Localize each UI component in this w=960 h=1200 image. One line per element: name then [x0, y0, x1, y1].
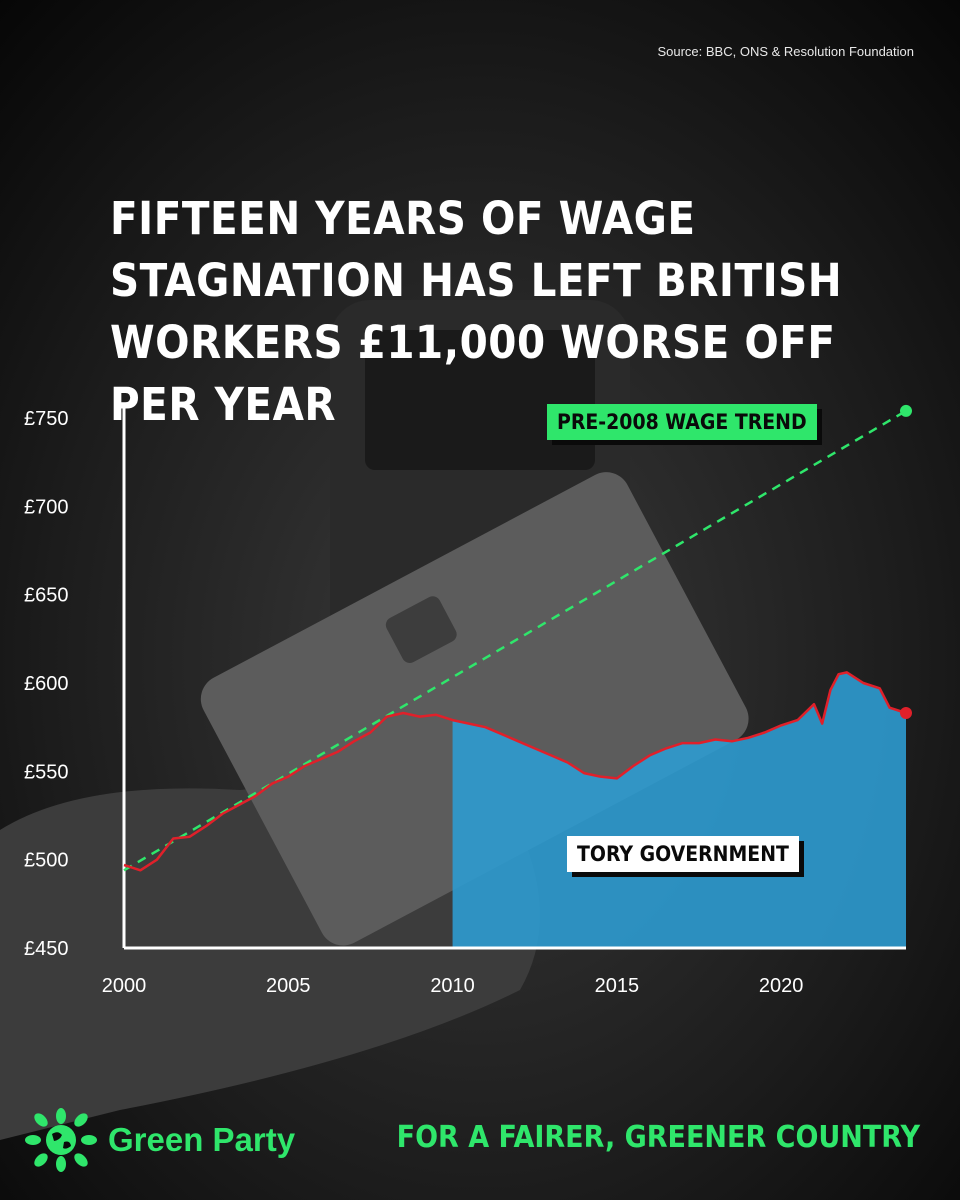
shaded-region-layer: [452, 672, 906, 948]
source-note: Source: BBC, ONS & Resolution Foundation: [657, 44, 914, 59]
trend-annotation: PRE-2008 WAGE TREND: [547, 404, 817, 440]
brand-name: Green Party: [108, 1121, 296, 1158]
x-tick-label: 2015: [595, 975, 640, 997]
x-tick-layer: 2000 2005 2010 2015 2020: [102, 975, 804, 997]
y-tick-label: £650: [24, 585, 69, 607]
y-tick-label: £700: [24, 496, 69, 518]
wage-end-point: [900, 707, 912, 720]
y-tick-label: £750: [24, 408, 69, 430]
y-tick-label: £500: [24, 850, 69, 872]
tory-government-area: [452, 672, 906, 948]
green-party-logo[interactable]: Green Party: [24, 1108, 295, 1172]
marker-layer: [900, 404, 912, 720]
axis-layer: [122, 408, 906, 950]
wage-series-line: [123, 671, 907, 872]
y-tick-label: £550: [24, 761, 69, 783]
tory-government-annotation: TORY GOVERNMENT: [567, 836, 799, 872]
series-layer: [123, 409, 907, 872]
y-tick-layer: £450 £500 £550 £600 £650 £700 £750: [24, 408, 69, 960]
headline: FIFTEEN YEARS OF WAGE STAGNATION HAS LEF…: [110, 192, 843, 431]
slogan: FOR A FAIRER, GREENER COUNTRY: [396, 1120, 920, 1155]
x-tick-label: 2020: [759, 975, 804, 997]
x-tick-label: 2005: [266, 975, 311, 997]
bank-card-shape: [200, 472, 749, 946]
y-tick-label: £450: [24, 938, 69, 960]
green-party-emblem-icon: [25, 1108, 97, 1172]
trend-series-line: [123, 409, 907, 872]
x-tick-label: 2000: [102, 975, 147, 997]
y-tick-label: £600: [24, 673, 69, 695]
x-tick-label: 2010: [430, 975, 475, 997]
trend-end-point: [900, 404, 912, 417]
